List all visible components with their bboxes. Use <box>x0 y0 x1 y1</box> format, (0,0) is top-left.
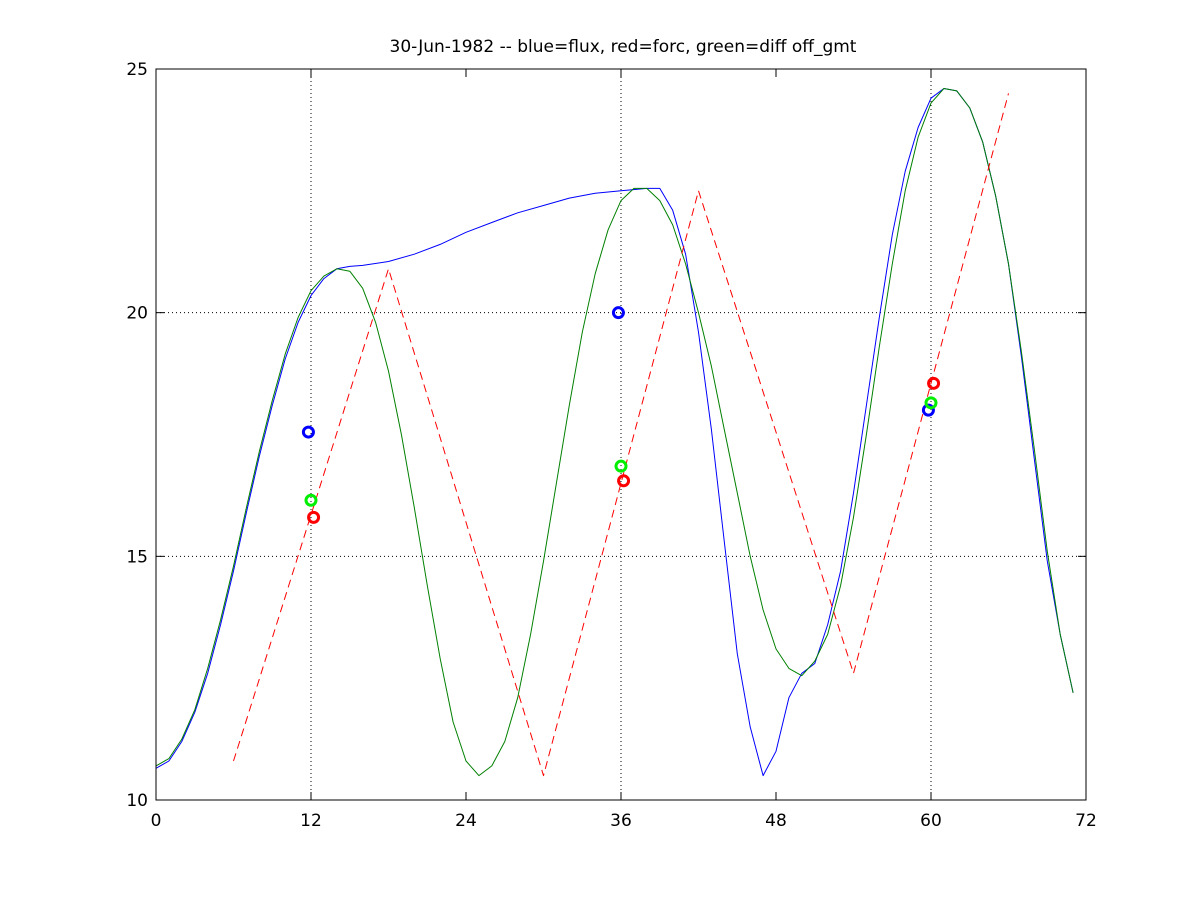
axis-ticks: 0 12 24 36 48 60 72 10 15 20 25 <box>126 60 1096 831</box>
x-tick-label: 12 <box>300 811 322 831</box>
data-point-marker <box>617 474 631 488</box>
data-point-marker <box>924 396 938 410</box>
series-layer <box>155 88 1074 777</box>
data-point-marker <box>611 306 625 320</box>
data-point-marker <box>301 425 315 439</box>
data-point-marker <box>921 403 935 417</box>
y-tick-label: 15 <box>126 547 148 567</box>
grid-lines <box>156 69 1086 800</box>
data-point-marker <box>614 459 628 473</box>
y-tick-label: 25 <box>126 60 148 80</box>
x-tick-label: 36 <box>610 811 632 831</box>
series-line-red <box>233 93 1009 777</box>
y-tick-label: 10 <box>126 791 148 811</box>
chart-title: 30-Jun-1982 -- blue=flux, red=forc, gree… <box>390 37 857 57</box>
x-tick-label: 60 <box>920 811 942 831</box>
marker-layer <box>301 306 941 524</box>
data-point-marker <box>927 376 941 390</box>
y-tick-label: 20 <box>126 304 148 324</box>
series-line-green <box>155 88 1074 777</box>
x-tick-label: 72 <box>1075 811 1097 831</box>
x-tick-label: 24 <box>455 811 477 831</box>
x-tick-label: 48 <box>765 811 787 831</box>
data-point-marker <box>307 510 321 524</box>
x-tick-label: 0 <box>151 811 162 831</box>
data-point-marker <box>304 493 318 507</box>
